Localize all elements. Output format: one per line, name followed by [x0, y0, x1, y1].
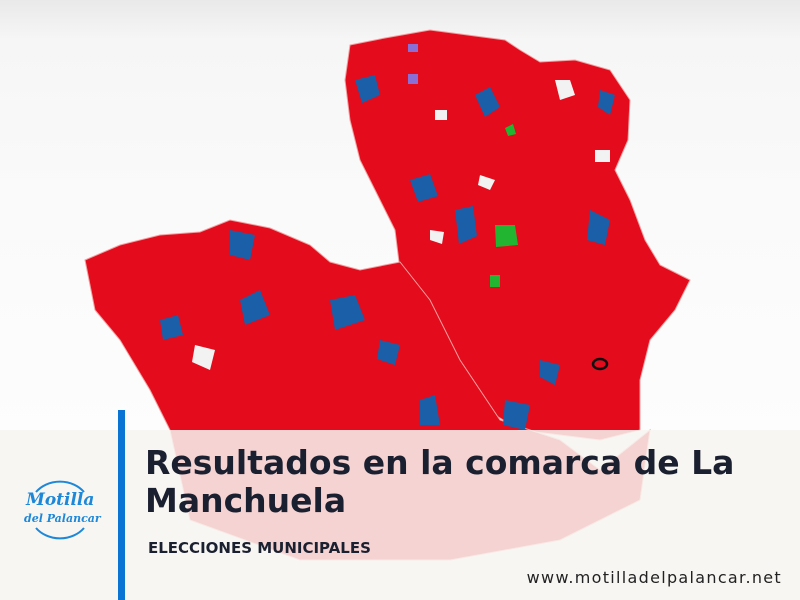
page-title: Resultados en la comarca de La Manchuela [145, 443, 735, 520]
page-subtitle: ELECCIONES MUNICIPALES [148, 539, 371, 557]
logo-text-line1: Motilla [26, 490, 95, 510]
caption-panel [0, 430, 800, 600]
map-no-data-areas [192, 80, 610, 370]
website-url: www.motilladelpalancar.net [526, 568, 782, 587]
motilla-del-palancar-logo: Motilla del Palancar [18, 478, 102, 540]
map-highlighted-municipality [591, 357, 609, 371]
map-purple-areas [408, 44, 418, 84]
map-blue-areas [160, 75, 615, 430]
logo-ring-icon [35, 480, 85, 540]
accent-bar [118, 410, 125, 600]
logo-text-line2: del Palancar [24, 512, 101, 525]
map-green-areas [490, 124, 518, 287]
